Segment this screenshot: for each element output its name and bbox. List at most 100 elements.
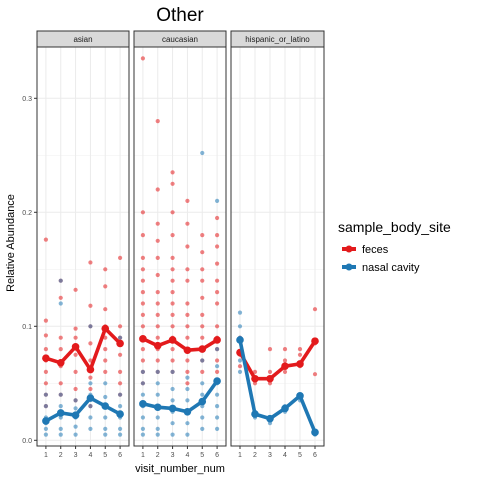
mean-point [281, 362, 289, 371]
data-point [43, 347, 49, 352]
x-tick-label: 2 [59, 452, 63, 459]
data-point [88, 404, 93, 409]
data-point [43, 333, 49, 338]
mean-point [266, 414, 274, 423]
data-point [140, 324, 146, 329]
data-point [117, 369, 123, 374]
mean-point [42, 354, 50, 363]
data-point [185, 386, 190, 392]
data-point [103, 415, 108, 420]
data-point [117, 255, 123, 260]
data-point [214, 290, 220, 295]
data-point [155, 358, 160, 363]
data-point [214, 324, 220, 329]
data-point [140, 290, 146, 295]
data-point [185, 278, 190, 283]
data-point [214, 415, 220, 420]
data-point [214, 404, 220, 409]
data-point [185, 398, 190, 403]
data-point [185, 244, 190, 249]
data-point [214, 198, 220, 203]
data-point [43, 392, 49, 397]
data-point [103, 358, 108, 363]
mean-point [42, 417, 50, 425]
data-point [200, 335, 205, 340]
facet-panel-caucasian: caucasian 1 2 3 4 5 6 [133, 30, 227, 459]
strip-background [36, 30, 130, 48]
data-point [170, 358, 175, 363]
x-tick-label: 3 [74, 452, 78, 459]
data-point [73, 432, 78, 437]
data-point [282, 358, 288, 363]
legend-key-point-nasal-cavity [345, 263, 353, 271]
mean-line-nasal-cavity [238, 338, 317, 435]
data-point [185, 375, 190, 380]
data-point [237, 364, 243, 369]
data-point [185, 267, 190, 272]
strip-label: caucasian [162, 35, 198, 44]
data-point [185, 198, 190, 203]
data-point [214, 392, 220, 397]
data-point [140, 312, 146, 317]
data-point [73, 335, 78, 340]
legend-title: sample_body_site [338, 219, 451, 235]
mean-point [198, 397, 207, 406]
data-point [200, 278, 205, 283]
data-point [43, 318, 49, 323]
data-point [73, 326, 78, 331]
data-point [140, 426, 146, 431]
data-point [170, 290, 175, 295]
strip-label: hispanic_or_latino [245, 35, 310, 44]
data-point [237, 310, 243, 315]
data-point [88, 381, 93, 386]
data-point [155, 381, 160, 386]
data-point [73, 398, 78, 403]
data-point [155, 392, 160, 397]
mean-point [213, 377, 221, 385]
data-point [237, 369, 243, 374]
data-point [88, 303, 93, 308]
mean-point [71, 411, 80, 420]
legend-key-point-feces [345, 245, 353, 253]
data-point [88, 260, 93, 265]
mean-point [139, 335, 147, 343]
data-point [200, 150, 205, 156]
x-tick-label: 5 [200, 452, 204, 459]
mean-point [251, 410, 259, 418]
data-point [155, 238, 160, 243]
data-point [140, 278, 146, 283]
data-point [140, 56, 146, 61]
data-point [73, 352, 78, 357]
data-point [88, 426, 93, 431]
data-point [103, 432, 108, 437]
data-point [103, 381, 108, 386]
data-point [43, 404, 49, 409]
data-point [88, 415, 93, 420]
data-point [73, 386, 78, 392]
data-point [214, 261, 220, 266]
data-point [170, 181, 175, 186]
data-point [43, 381, 49, 386]
x-tick-label: 6 [313, 452, 317, 459]
data-point [185, 324, 190, 329]
data-point [140, 415, 146, 420]
data-point [200, 415, 205, 420]
mean-point [266, 374, 274, 383]
data-point [200, 392, 205, 397]
data-point [140, 347, 146, 352]
data-point [200, 250, 205, 255]
data-point [170, 301, 175, 306]
panel-background [231, 47, 324, 446]
data-point [117, 335, 123, 340]
mean-point [86, 365, 95, 374]
x-tick-label: 5 [298, 452, 302, 459]
data-point [200, 369, 205, 374]
data-point [282, 369, 288, 374]
data-point [267, 347, 273, 352]
data-point [267, 369, 273, 374]
data-point [117, 381, 123, 386]
data-point [237, 324, 243, 329]
data-point [214, 369, 220, 374]
data-point [200, 324, 205, 329]
data-point [155, 432, 160, 437]
